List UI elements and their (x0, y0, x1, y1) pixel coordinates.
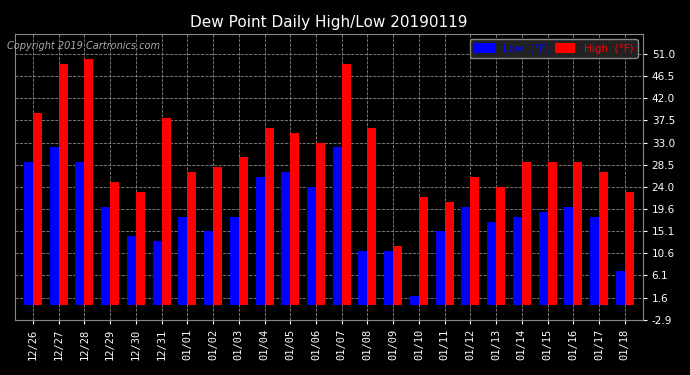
Bar (152, 241, 161, 305)
Bar (564, 207, 573, 305)
Bar (435, 231, 444, 305)
Bar (84, 58, 93, 305)
Bar (333, 147, 342, 305)
Bar (368, 128, 377, 305)
Bar (471, 177, 480, 305)
Bar (487, 222, 496, 305)
Bar (59, 63, 68, 305)
Bar (522, 162, 531, 305)
Bar (573, 162, 582, 305)
Bar (419, 197, 428, 305)
Bar (410, 296, 419, 305)
Bar (50, 147, 59, 305)
Bar (127, 236, 136, 305)
Bar (136, 192, 145, 305)
Bar (444, 202, 453, 305)
Bar (358, 251, 368, 305)
Bar (307, 187, 316, 305)
Bar (75, 162, 84, 305)
Bar (342, 63, 351, 305)
Bar (204, 231, 213, 305)
Text: Copyright 2019 Cartronics.com: Copyright 2019 Cartronics.com (7, 41, 160, 51)
Bar (548, 162, 557, 305)
Bar (24, 162, 33, 305)
Bar (110, 182, 119, 305)
Bar (590, 217, 599, 305)
Bar (496, 187, 505, 305)
Bar (33, 113, 42, 305)
Bar (384, 251, 393, 305)
Bar (393, 246, 402, 305)
Bar (255, 177, 264, 305)
Bar (101, 207, 110, 305)
Bar (599, 172, 608, 305)
Bar (161, 118, 170, 305)
Bar (188, 172, 197, 305)
Bar (178, 217, 188, 305)
Bar (264, 128, 273, 305)
Bar (513, 217, 522, 305)
Bar (538, 211, 548, 305)
Bar (624, 192, 633, 305)
Bar (316, 142, 325, 305)
Legend: Low  (°F), High  (°F): Low (°F), High (°F) (470, 39, 638, 58)
Title: Dew Point Daily High/Low 20190119: Dew Point Daily High/Low 20190119 (190, 15, 468, 30)
Bar (462, 207, 471, 305)
Bar (290, 133, 299, 305)
Bar (213, 167, 222, 305)
Bar (282, 172, 290, 305)
Bar (615, 271, 624, 305)
Bar (239, 158, 248, 305)
Bar (230, 217, 239, 305)
